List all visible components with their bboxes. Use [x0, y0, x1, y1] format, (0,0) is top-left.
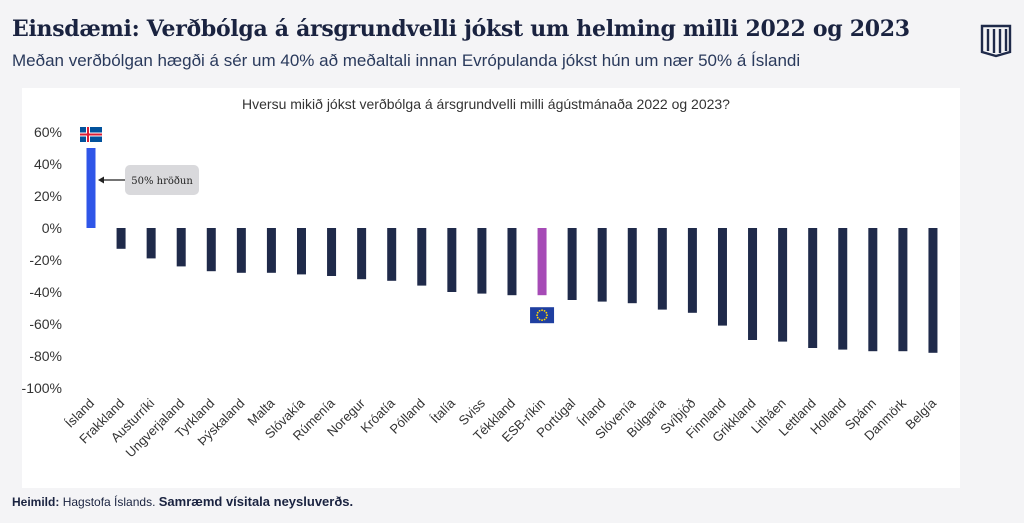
bar-19 — [657, 228, 667, 310]
bar-26 — [868, 228, 878, 352]
bar-21 — [717, 228, 727, 326]
y-tick-label: -80% — [29, 348, 62, 364]
source-footer: Heimild: Hagstofa Íslands. Samræmd vísit… — [12, 494, 353, 509]
annotation-text: 50% hröðun — [131, 176, 193, 187]
bar-2 — [146, 228, 156, 259]
bar-18 — [627, 228, 637, 304]
bar-27 — [898, 228, 908, 352]
annotation-box — [125, 165, 199, 195]
source-label: Heimild: — [12, 495, 60, 509]
source-text: Hagstofa Íslands. — [62, 495, 156, 509]
x-tick-label: Ítalía — [427, 395, 458, 426]
y-tick-label: 20% — [34, 188, 62, 204]
bar-8 — [327, 228, 337, 276]
bar-9 — [357, 228, 367, 280]
bar-23 — [778, 228, 788, 342]
chart-annotations: 50% hröðun — [80, 127, 555, 324]
bar-5 — [236, 228, 246, 273]
y-tick-label: 60% — [34, 124, 62, 140]
bar-20 — [687, 228, 697, 313]
bar-13 — [477, 228, 487, 294]
page-subtitle: Meðan verðbólgan hægði á sér um 40% að m… — [12, 51, 801, 70]
bar-16 — [567, 228, 577, 300]
y-tick-label: 40% — [34, 156, 62, 172]
bar-6 — [266, 228, 276, 273]
x-tick-label: Belgía — [902, 395, 939, 432]
chart-title: Hversu mikið jókst verðbólga á ársgrundv… — [242, 96, 730, 112]
bar-3 — [176, 228, 186, 267]
source-bold-text: Samræmd vísitala neysluverðs. — [158, 494, 354, 509]
y-tick-label: -20% — [29, 252, 62, 268]
bar-14 — [507, 228, 517, 296]
bar-4 — [206, 228, 216, 272]
eu-flag-icon — [530, 307, 555, 324]
y-tick-label: -60% — [29, 316, 62, 332]
bar-1 — [116, 228, 126, 249]
x-axis-labels: ÍslandFrakklandAusturríkiUngverjalandTyr… — [62, 395, 940, 460]
bar-25 — [838, 228, 848, 350]
bar-7 — [296, 228, 306, 275]
y-tick-label: 0% — [42, 220, 62, 236]
iceland-flag-icon — [80, 127, 102, 142]
bar-11 — [417, 228, 427, 286]
bar-22 — [748, 228, 758, 340]
y-tick-label: -100% — [22, 380, 62, 396]
bar-0 — [86, 148, 96, 228]
y-axis: 60% 40% 20% 0% -20% -40% -60% -80% -100% — [22, 124, 62, 396]
y-tick-label: -40% — [29, 284, 62, 300]
bar-15 — [537, 228, 547, 296]
bar-10 — [387, 228, 397, 281]
bar-28 — [928, 228, 938, 353]
bars — [86, 148, 938, 353]
bar-12 — [447, 228, 457, 292]
bar-24 — [808, 228, 818, 348]
chart-panel: Hversu mikið jókst verðbólga á ársgrundv… — [22, 88, 960, 488]
columns-logo-icon — [980, 24, 1012, 58]
page-title: Einsdæmi: Verðbólga á ársgrundvelli jóks… — [12, 16, 910, 42]
annotation-arrow-head — [98, 176, 104, 184]
bar-17 — [597, 228, 607, 302]
bar-chart: Hversu mikið jókst verðbólga á ársgrundv… — [22, 96, 940, 460]
